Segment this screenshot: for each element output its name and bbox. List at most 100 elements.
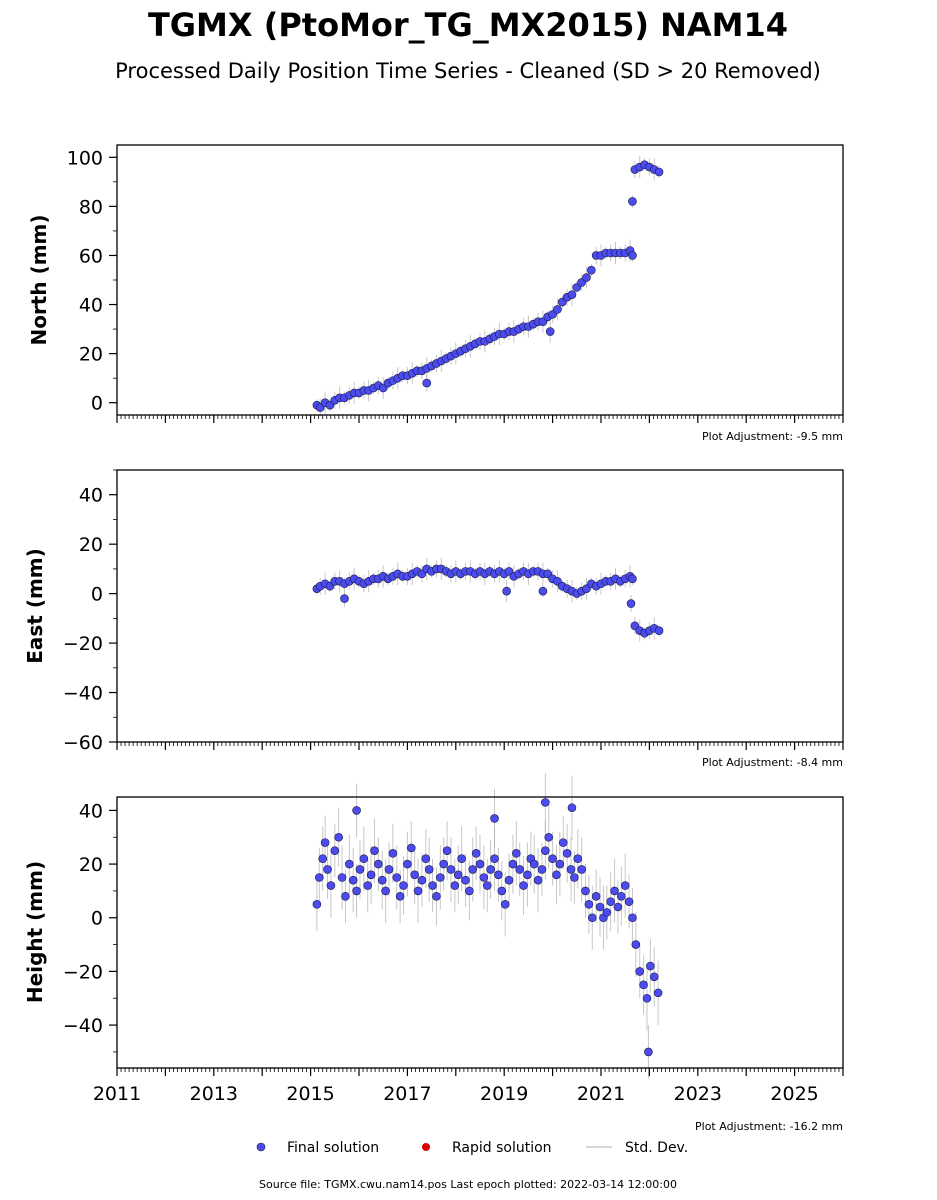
height-data-point [334,832,343,842]
height-data-point [644,1047,653,1057]
height-data-point [537,865,547,874]
height-y-tick-label: 20 [79,854,103,876]
height-data-point [352,886,361,896]
height-data-point [363,881,373,890]
chart-title: TGMX (PtoMor_TG_MX2015) NAM14 [148,6,788,44]
east-panel: −60 −40 −20 0 20 40 East (mm) Plot Adjustment… [23,469,844,769]
height-data-point [312,900,322,909]
north-y-tick-label: 100 [67,147,103,169]
height-data-point [649,972,659,982]
height-data-point [577,865,586,874]
north-data-point [587,265,596,275]
legend: Final solution Rapid solution Std. Dev. [256,1140,688,1156]
height-y-axis-label: Height (mm) [23,861,47,1003]
height-data-point [471,849,481,858]
height-data-point [318,854,328,864]
north-data-point [567,290,577,300]
height-data-point [381,886,390,896]
height-data-point [446,865,456,874]
height-data-point [548,854,557,864]
north-data-points [312,160,664,412]
height-data-point [330,846,340,855]
height-data-point [395,891,405,901]
height-data-point [315,873,324,882]
height-data-point [377,875,387,885]
height-data-point [504,875,514,885]
east-data-point [502,586,511,596]
north-plot-frame [116,144,844,416]
height-data-point [406,843,416,853]
height-data-point [479,873,489,882]
height-data-point [500,900,510,909]
height-data-point [490,854,499,864]
height-data-point [624,897,634,906]
height-x-tick-label: 2021 [577,1083,625,1105]
height-data-point [533,875,543,885]
north-data-point [654,167,664,177]
height-data-point [366,870,376,880]
north-y-tick-label: 40 [79,295,103,317]
east-y-tick-label: −60 [63,732,103,754]
east-axes: −60 −40 −20 0 20 40 [63,469,844,754]
north-data-point [545,327,555,336]
east-y-tick-label: −20 [63,633,103,655]
height-data-point [581,886,590,896]
east-data-point [626,599,636,608]
height-data-point [653,988,663,998]
height-data-point [562,849,572,858]
east-plot-adjustment: Plot Adjustment: -8.4 mm [702,756,843,769]
height-data-point [341,891,350,901]
height-data-point [617,891,626,901]
height-data-point [392,873,402,882]
height-data-point [486,865,495,874]
height-data-point [399,881,408,890]
legend-final-marker [256,1142,266,1152]
height-data-point [436,873,445,882]
height-data-point [468,865,478,874]
north-y-tick-label: 60 [79,245,103,267]
height-data-point [573,854,583,864]
height-data-point [348,875,358,885]
north-std-dev-bars [316,156,660,417]
height-data-point [555,859,565,869]
height-data-point [374,859,383,869]
height-data-point [541,846,550,855]
height-data-point [523,870,532,880]
height-data-point [475,859,485,869]
height-axes: 2011 2013 2015 2017 2019 2021 2023 2025 −40 −20 0 2… [63,800,844,1105]
height-data-point [515,865,524,874]
height-x-tick-label: 2017 [383,1083,431,1105]
height-data-point [352,806,361,815]
height-y-tick-label: 0 [91,908,103,930]
east-y-tick-label: 0 [91,584,103,606]
east-data-points [312,564,664,638]
height-data-point [511,849,521,858]
north-panel: 0 20 40 60 80 100 North (mm) Plot Adjustment:… [27,144,844,443]
height-data-point [417,875,427,885]
height-data-point [628,913,637,923]
height-data-point [323,865,332,874]
height-data-point [497,886,507,896]
height-data-point [413,886,423,896]
height-std-dev-bars [316,772,659,1079]
height-data-point [482,881,492,890]
east-y-tick-label: −40 [63,683,103,705]
height-data-point [519,881,528,890]
height-data-point [558,838,568,847]
height-data-point [453,870,463,880]
height-data-point [552,870,561,880]
height-data-point [421,854,431,864]
east-data-point [538,586,548,596]
north-data-point [582,273,591,282]
height-data-point [631,940,641,949]
height-y-tick-label: −20 [63,961,103,983]
height-data-point [642,993,652,1003]
height-data-point [359,854,369,864]
east-y-tick-label: 20 [79,534,103,556]
height-data-point [355,865,365,874]
legend-rapid-marker [422,1143,430,1151]
height-data-point [529,859,539,869]
height-data-point [606,897,615,906]
north-y-tick-label: 0 [91,393,103,415]
